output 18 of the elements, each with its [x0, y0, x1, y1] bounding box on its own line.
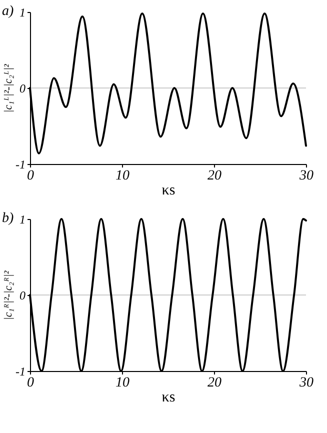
chart-title: a): [2, 4, 14, 19]
x-tick-label: 30: [298, 376, 314, 390]
chart-title: b): [2, 211, 14, 226]
y-tick-label: 0: [20, 288, 26, 302]
x-tick-label: 20: [208, 376, 222, 390]
y-tick-label: 1: [20, 212, 26, 226]
y-axis-title: |c₁ᴸ|²-|c₂ᴸ|²: [2, 64, 15, 113]
y-tick-label: 0: [20, 82, 26, 96]
y-tick-label: -1: [16, 364, 26, 378]
y-tick-label: -1: [16, 158, 26, 172]
x-tick-label: 20: [208, 168, 222, 184]
x-tick-label: 10: [116, 168, 130, 184]
y-axis-title: |c₁ᴿ|²-|c₂ᴿ|²: [2, 270, 15, 320]
x-tick-label: 10: [116, 376, 130, 390]
x-axis-title: κs: [162, 390, 176, 406]
x-tick-label: 30: [298, 168, 314, 184]
x-axis-title: κs: [162, 182, 176, 198]
y-tick-label: 1: [20, 6, 26, 20]
